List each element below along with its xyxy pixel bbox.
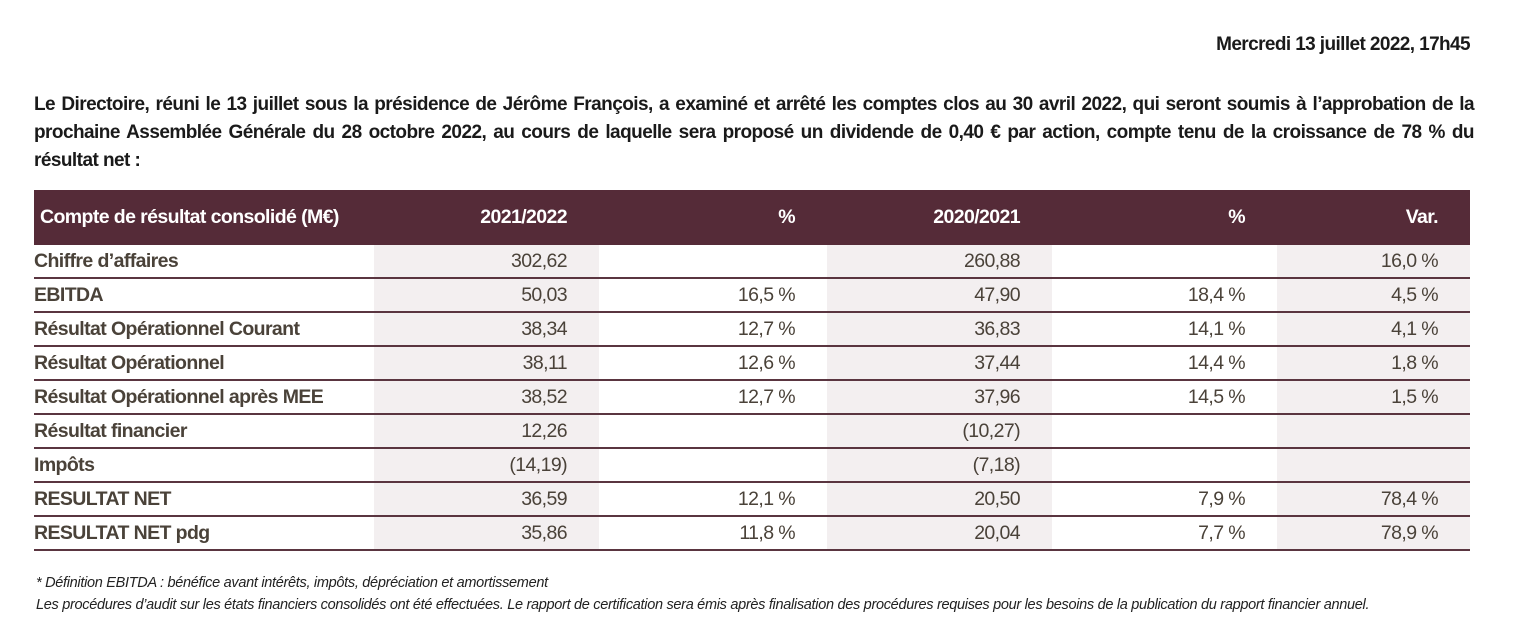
row-value (1052, 448, 1277, 483)
row-value: 35,86 (374, 516, 599, 551)
footnote-audit: Les procédures d’audit sur les états fin… (36, 597, 1370, 613)
row-value: 1,8 % (1277, 346, 1470, 381)
row-value: 38,52 (374, 380, 599, 415)
row-value: 14,5 % (1052, 380, 1277, 415)
row-value: 7,9 % (1052, 482, 1277, 517)
header-2021-2022: 2021/2022 (374, 190, 599, 245)
row-value: 302,62 (374, 245, 599, 279)
row-value: 4,1 % (1277, 312, 1470, 347)
table-row: Résultat Opérationnel après MEE 38,52 12,7… (34, 380, 1470, 415)
row-value: 12,7 % (599, 380, 827, 415)
row-value: 14,1 % (1052, 312, 1277, 347)
row-value: 38,11 (374, 346, 599, 381)
row-value (599, 448, 827, 483)
header-var: Var. (1277, 190, 1470, 245)
row-value: 12,6 % (599, 346, 827, 381)
row-value: (7,18) (827, 448, 1052, 483)
row-value: 4,5 % (1277, 278, 1470, 313)
row-value: 78,4 % (1277, 482, 1470, 517)
row-value (599, 245, 827, 279)
row-value: 7,7 % (1052, 516, 1277, 551)
row-value: 260,88 (827, 245, 1052, 279)
row-value: 36,59 (374, 482, 599, 517)
table-row: RESULTAT NET pdg 35,86 11,8 % 20,04 7,7 % 78,… (34, 516, 1470, 551)
row-value: 78,9 % (1277, 516, 1470, 551)
header-2020-2021: 2020/2021 (827, 190, 1052, 245)
row-value: 14,4 % (1052, 346, 1277, 381)
table-row: Chiffre d’affaires 302,62 260,88 16,0 % (34, 245, 1470, 279)
row-label: Résultat financier (34, 414, 374, 449)
header-label: Compte de résultat consolidé (M€) (34, 190, 374, 245)
row-value: 38,34 (374, 312, 599, 347)
row-label: Chiffre d’affaires (34, 245, 374, 279)
table-header: Compte de résultat consolidé (M€) 2021/2… (34, 190, 1470, 245)
table-row: Résultat financier 12,26 (10,27) (34, 414, 1470, 449)
table-row: Résultat Opérationnel Courant 38,34 12,7 %… (34, 312, 1470, 347)
row-value: (10,27) (827, 414, 1052, 449)
row-label: Résultat Opérationnel (34, 346, 374, 381)
row-label: RESULTAT NET pdg (34, 516, 374, 551)
table-row: Impôts (14,19) (7,18) (34, 448, 1470, 483)
row-value: 16,0 % (1277, 245, 1470, 279)
row-value: 18,4 % (1052, 278, 1277, 313)
row-value: 12,1 % (599, 482, 827, 517)
row-label: RESULTAT NET (34, 482, 374, 517)
row-value: 12,26 (374, 414, 599, 449)
header-pct-2: % (1052, 190, 1277, 245)
row-value (1277, 414, 1470, 449)
row-value (1277, 448, 1470, 483)
row-label: Impôts (34, 448, 374, 483)
row-label: EBITDA (34, 278, 374, 313)
row-value: 20,50 (827, 482, 1052, 517)
row-label: Résultat Opérationnel après MEE (34, 380, 374, 415)
row-value: 12,7 % (599, 312, 827, 347)
row-value (1052, 414, 1277, 449)
row-value: 37,96 (827, 380, 1052, 415)
row-value: 20,04 (827, 516, 1052, 551)
row-value (599, 414, 827, 449)
intro-paragraph: Le Directoire, réuni le 13 juillet sous … (34, 94, 1475, 171)
income-statement-table: Compte de résultat consolidé (M€) 2021/2… (34, 190, 1470, 551)
row-value (1052, 245, 1277, 279)
row-value: 1,5 % (1277, 380, 1470, 415)
table-row: Résultat Opérationnel 38,11 12,6 % 37,44 14,… (34, 346, 1470, 381)
row-value: 16,5 % (599, 278, 827, 313)
date-time: Mercredi 13 juillet 2022, 17h45 (1216, 34, 1470, 55)
header-pct-1: % (599, 190, 827, 245)
footnote-ebitda: * Définition EBITDA : bénéfice avant int… (36, 575, 548, 591)
table-row: RESULTAT NET 36,59 12,1 % 20,50 7,9 % 78,4 % (34, 482, 1470, 517)
table-row: EBITDA 50,03 16,5 % 47,90 18,4 % 4,5 % (34, 278, 1470, 313)
row-value: 47,90 (827, 278, 1052, 313)
row-value: (14,19) (374, 448, 599, 483)
row-value: 50,03 (374, 278, 599, 313)
row-label: Résultat Opérationnel Courant (34, 312, 374, 347)
row-value: 36,83 (827, 312, 1052, 347)
row-value: 37,44 (827, 346, 1052, 381)
row-value: 11,8 % (599, 516, 827, 551)
